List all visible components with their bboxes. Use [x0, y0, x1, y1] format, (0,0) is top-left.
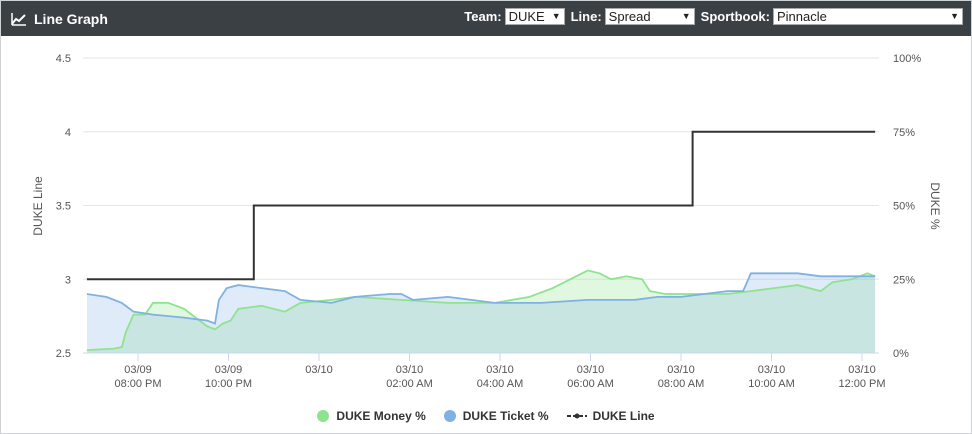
x-tick-time: 12:00 PM — [838, 378, 885, 390]
y-left-tick-label: 3.5 — [56, 201, 71, 213]
y-right-axis-title: DUKE % — [928, 182, 942, 230]
ticket-percent-line — [86, 272, 876, 325]
y-right-tick-label: 100% — [893, 53, 921, 65]
panel-title-text: Line Graph — [34, 10, 108, 27]
line-select[interactable]: Spread ▼ — [604, 8, 695, 25]
legend-marker-ticket — [443, 410, 456, 422]
x-tick-date: 03/09 — [124, 364, 152, 376]
x-tick-time: 04:00 AM — [477, 378, 523, 390]
chevron-down-icon: ▼ — [950, 11, 959, 21]
team-label: Team: — [464, 9, 502, 24]
chevron-down-icon: ▼ — [681, 11, 691, 21]
duke-line-step — [86, 130, 876, 281]
ticket-percent-area — [86, 273, 876, 353]
team-select[interactable]: DUKE ▼ — [504, 8, 565, 25]
legend-item-money[interactable]: DUKE Money % — [317, 409, 426, 423]
y-left-axis-title: DUKE Line — [31, 176, 45, 236]
legend-item-ticket[interactable]: DUKE Ticket % — [443, 409, 549, 423]
panel-header: Line Graph Team: DUKE ▼ Line: Spread ▼ S… — [1, 1, 971, 36]
filter-controls: Team: DUKE ▼ Line: Spread ▼ Sportbook: P… — [458, 8, 963, 25]
chevron-down-icon: ▼ — [551, 11, 561, 21]
line-label: Line: — [570, 9, 602, 24]
y-left-tick-label: 4 — [65, 127, 71, 139]
x-tick-date: 03/10 — [486, 364, 514, 376]
axes — [83, 352, 879, 361]
y-right-tick-label: 0% — [893, 348, 909, 360]
legend-label-line: DUKE Line — [592, 409, 655, 423]
line-select-value: Spread — [608, 9, 651, 24]
x-tick-date: 03/10 — [667, 364, 695, 376]
x-tick-time: 02:00 AM — [386, 378, 432, 390]
x-tick-time: 08:00 PM — [114, 378, 161, 390]
x-tick-date: 03/10 — [848, 364, 876, 376]
legend-marker-money — [317, 410, 330, 422]
sportsbook-select[interactable]: Pinnacle ▼ — [773, 8, 963, 25]
line-chart: 2.5 3 3.5 4 4.5 0% 25% 50% 75% 100% DUKE Line DUKE … — [31, 53, 942, 390]
legend-label-ticket: DUKE Ticket % — [462, 409, 549, 423]
sportsbook-label: Sportbook: — [700, 9, 770, 24]
axis-labels: 2.5 3 3.5 4 4.5 0% 25% 50% 75% 100% DUKE Line DUKE … — [31, 53, 942, 390]
team-select-value: DUKE — [508, 9, 545, 24]
x-tick-time: 08:00 AM — [658, 378, 704, 390]
x-tick-date: 03/10 — [577, 364, 605, 376]
x-tick-time: 06:00 AM — [567, 378, 613, 390]
panel-title: Line Graph — [11, 1, 108, 36]
x-tick-date: 03/10 — [758, 364, 786, 376]
y-right-tick-label: 25% — [893, 274, 915, 286]
x-tick-date: 03/10 — [305, 364, 333, 376]
x-tick-date: 03/09 — [215, 364, 243, 376]
money-percent-area — [86, 270, 876, 353]
chart-legend: DUKE Money % DUKE Ticket % DUKE Line — [1, 409, 971, 423]
line-chart-icon — [11, 12, 26, 26]
legend-item-line[interactable]: DUKE Line — [566, 409, 655, 423]
x-tick-time: 10:00 PM — [205, 378, 252, 390]
x-tick-date: 03/10 — [396, 364, 424, 376]
y-left-tick-label: 2.5 — [56, 348, 71, 360]
x-tick-time: 10:00 AM — [748, 378, 794, 390]
y-left-tick-label: 4.5 — [56, 53, 71, 65]
legend-marker-line — [566, 413, 587, 419]
y-left-tick-label: 3 — [65, 274, 71, 286]
y-right-tick-label: 75% — [893, 127, 915, 139]
y-right-tick-label: 50% — [893, 201, 915, 213]
sportsbook-select-value: Pinnacle — [777, 9, 827, 24]
area-series — [86, 270, 876, 353]
line-series — [86, 130, 876, 351]
legend-label-money: DUKE Money % — [336, 409, 426, 423]
money-percent-line — [86, 269, 876, 351]
